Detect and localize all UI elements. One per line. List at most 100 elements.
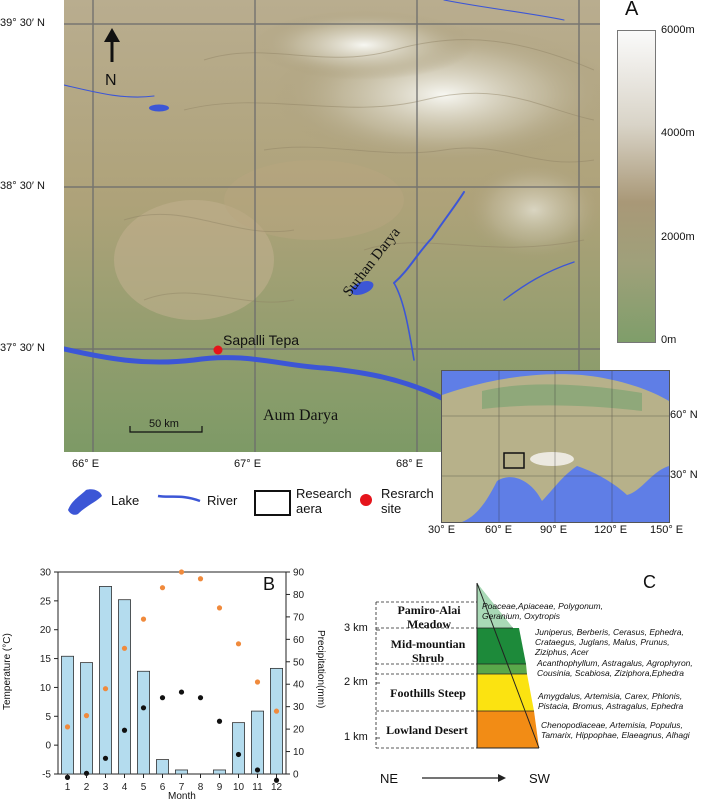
panel-c: C 3 km 2 km 1 km Pamiro-Alai Meadow Mid-…: [330, 560, 711, 804]
vegetation-diagram: [375, 582, 540, 782]
y-left-tick-label: -5: [42, 770, 51, 781]
inset-lon-90: 90° E: [540, 524, 568, 536]
legend-research-area-label: Research aera: [296, 486, 352, 516]
inset-lon-120: 120° E: [594, 524, 628, 536]
y-left-tick-label: 10: [40, 683, 52, 694]
temperature-bar-9: [213, 769, 226, 775]
y-left-label: Temperature (°C): [2, 633, 13, 710]
black-point-7: [178, 689, 185, 695]
y-left-tick-label: 20: [40, 625, 52, 636]
orange-point-9: [216, 605, 223, 611]
inset-lat-60: 60° N: [670, 409, 698, 421]
lake-legend-icon: [68, 489, 102, 515]
x-tick-label: 4: [122, 782, 128, 793]
lon-label-1: 66° E: [72, 458, 100, 470]
orange-point-12: [273, 708, 280, 714]
elevation-0: 0m: [661, 334, 677, 346]
y-right-tick-label: 90: [293, 568, 305, 579]
temperature-bar-1: [61, 655, 74, 775]
inset-lat-30: 30° N: [670, 469, 698, 481]
elevation-6000: 6000m: [661, 24, 695, 36]
site-marker[interactable]: [213, 345, 223, 355]
black-point-9: [216, 718, 223, 724]
y-right-tick-label: 80: [293, 590, 305, 601]
temperature-bar-10: [232, 722, 245, 775]
orange-point-3: [102, 686, 109, 692]
scale-3km: 3 km: [344, 622, 368, 634]
panel-a: N Sapalli Tepa Surhan Darya Aum Darya 50…: [0, 0, 698, 536]
north-label: N: [105, 72, 117, 89]
temperature-bar-7: [175, 769, 188, 775]
orange-point-10: [235, 641, 242, 647]
y-right-tick-label: 40: [293, 680, 305, 691]
panel-b: -5 0 5 10 15 20 25 30 0 10 20 30 40 50 60 70 80 90 1 2 3 4 5 6 7…: [0, 560, 330, 804]
y-left-tick-label: 15: [40, 654, 52, 665]
orange-point-8: [197, 576, 204, 582]
inset-research-area[interactable]: [503, 452, 525, 469]
site-label: Sapalli Tepa: [223, 332, 300, 348]
y-right-label: Precipitation(mm): [315, 630, 326, 709]
x-label: Month: [168, 791, 196, 802]
y-right-tick-label: 60: [293, 635, 305, 646]
temperature-bar-3: [99, 586, 112, 775]
inset-lon-30: 30° E: [428, 524, 456, 536]
plot-frame: [57, 571, 287, 775]
zone-meadow-taxa: Poaceae,Apiaceae, Polygonum, Geranium, O…: [482, 601, 603, 621]
x-tick-label: 12: [271, 782, 283, 793]
temperature-bar-6: [156, 759, 169, 775]
lat-label-3: 37° 30′ N: [0, 342, 45, 354]
y-left-tick-label: 30: [40, 568, 52, 579]
x-tick-label: 6: [160, 782, 166, 793]
research-site-legend-icon: [360, 494, 372, 506]
lat-label-2: 38° 30′ N: [0, 180, 45, 192]
zone-transition-taxa: Acanthophyllum, Astragalus, Agrophyron, …: [537, 658, 693, 678]
black-point-5: [140, 705, 147, 711]
panel-c-label: C: [643, 572, 656, 592]
orange-point-4: [121, 645, 128, 651]
orange-point-6: [159, 585, 166, 591]
zone-desert-name: Lowland Desert: [386, 723, 468, 737]
temperature-bar-2: [80, 662, 93, 775]
x-tick-label: 8: [198, 782, 204, 793]
black-point-12: [273, 777, 280, 783]
scale-bar: [129, 426, 203, 433]
black-point-11: [254, 767, 261, 773]
y-right-tick-label: 30: [293, 702, 305, 713]
inset-lon-150: 150° E: [650, 524, 684, 536]
x-tick-label: 2: [84, 782, 90, 793]
orange-point-2: [83, 713, 90, 719]
zone-shrub-name: Mid-mountian Shrub: [390, 637, 466, 665]
panel-b-label: B: [263, 574, 276, 594]
zone-steep-name: Foothills Steep: [390, 686, 466, 700]
y-left-tick-label: 25: [40, 596, 52, 607]
y-right-tick-label: 10: [293, 747, 305, 758]
legend-river-label: River: [207, 493, 238, 508]
orange-point-7: [178, 569, 185, 575]
temperature-bar-5: [137, 670, 150, 775]
lon-label-2: 67° E: [234, 458, 262, 470]
black-point-8: [197, 695, 204, 701]
black-point-6: [159, 695, 166, 701]
research-area-legend-icon: [254, 490, 291, 516]
elevation-colorbar: [617, 30, 656, 343]
scale-2km: 2 km: [344, 676, 368, 688]
legend-lake-label: Lake: [111, 493, 140, 508]
temperature-bar-4: [118, 599, 131, 775]
direction-ne: NE: [380, 771, 399, 786]
temperature-bar-11: [251, 710, 264, 775]
elevation-2000: 2000m: [661, 231, 695, 243]
relief-map: [64, 0, 600, 452]
lat-label-1: 39° 30′ N: [0, 17, 45, 29]
black-point-10: [235, 751, 242, 758]
zone-steep-taxa: Amygdalus, Artemisia, Carex, Phlonis, Pi…: [538, 691, 684, 711]
scale-bar-label: 50 km: [149, 418, 179, 430]
black-point-2: [83, 770, 90, 776]
orange-point-1: [64, 724, 71, 730]
y-left-tick-label: 5: [45, 712, 51, 723]
y-right-tick-label: 70: [293, 612, 305, 623]
scale-1km: 1 km: [344, 731, 368, 743]
x-tick-label: 10: [233, 782, 245, 793]
orange-point-5: [140, 616, 147, 622]
legend-research-site-label: Resrarch site: [381, 486, 434, 516]
